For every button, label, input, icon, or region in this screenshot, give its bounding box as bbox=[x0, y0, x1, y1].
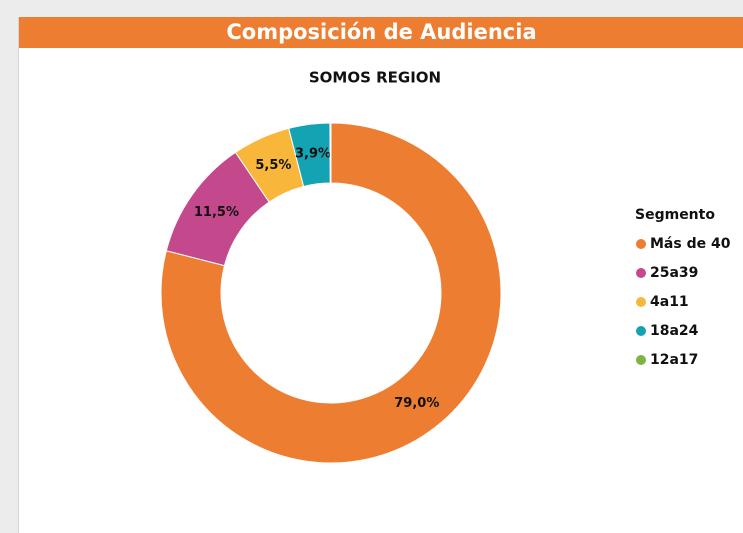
legend-label: 4a11 bbox=[650, 294, 689, 310]
legend-swatch bbox=[636, 268, 646, 278]
header-title: Composición de Audiencia bbox=[19, 17, 743, 48]
chart-title: SOMOS REGION bbox=[309, 69, 441, 87]
legend-title: Segmento bbox=[635, 207, 715, 223]
legend-swatch bbox=[636, 239, 646, 249]
donut-slice bbox=[160, 122, 502, 464]
data-label: 79,0% bbox=[394, 396, 439, 411]
legend-label: 18a24 bbox=[650, 323, 699, 339]
legend-label: Más de 40 bbox=[650, 236, 731, 252]
legend-swatch bbox=[636, 326, 646, 336]
donut-slice bbox=[329, 122, 332, 184]
legend-label: 25a39 bbox=[650, 265, 698, 281]
legend-label: 12a17 bbox=[650, 352, 698, 368]
data-label: 11,5% bbox=[194, 205, 239, 220]
legend-swatch bbox=[636, 355, 646, 365]
legend-swatch bbox=[636, 297, 646, 307]
data-label: 5,5% bbox=[255, 158, 291, 173]
data-label: 3,9% bbox=[295, 147, 331, 162]
